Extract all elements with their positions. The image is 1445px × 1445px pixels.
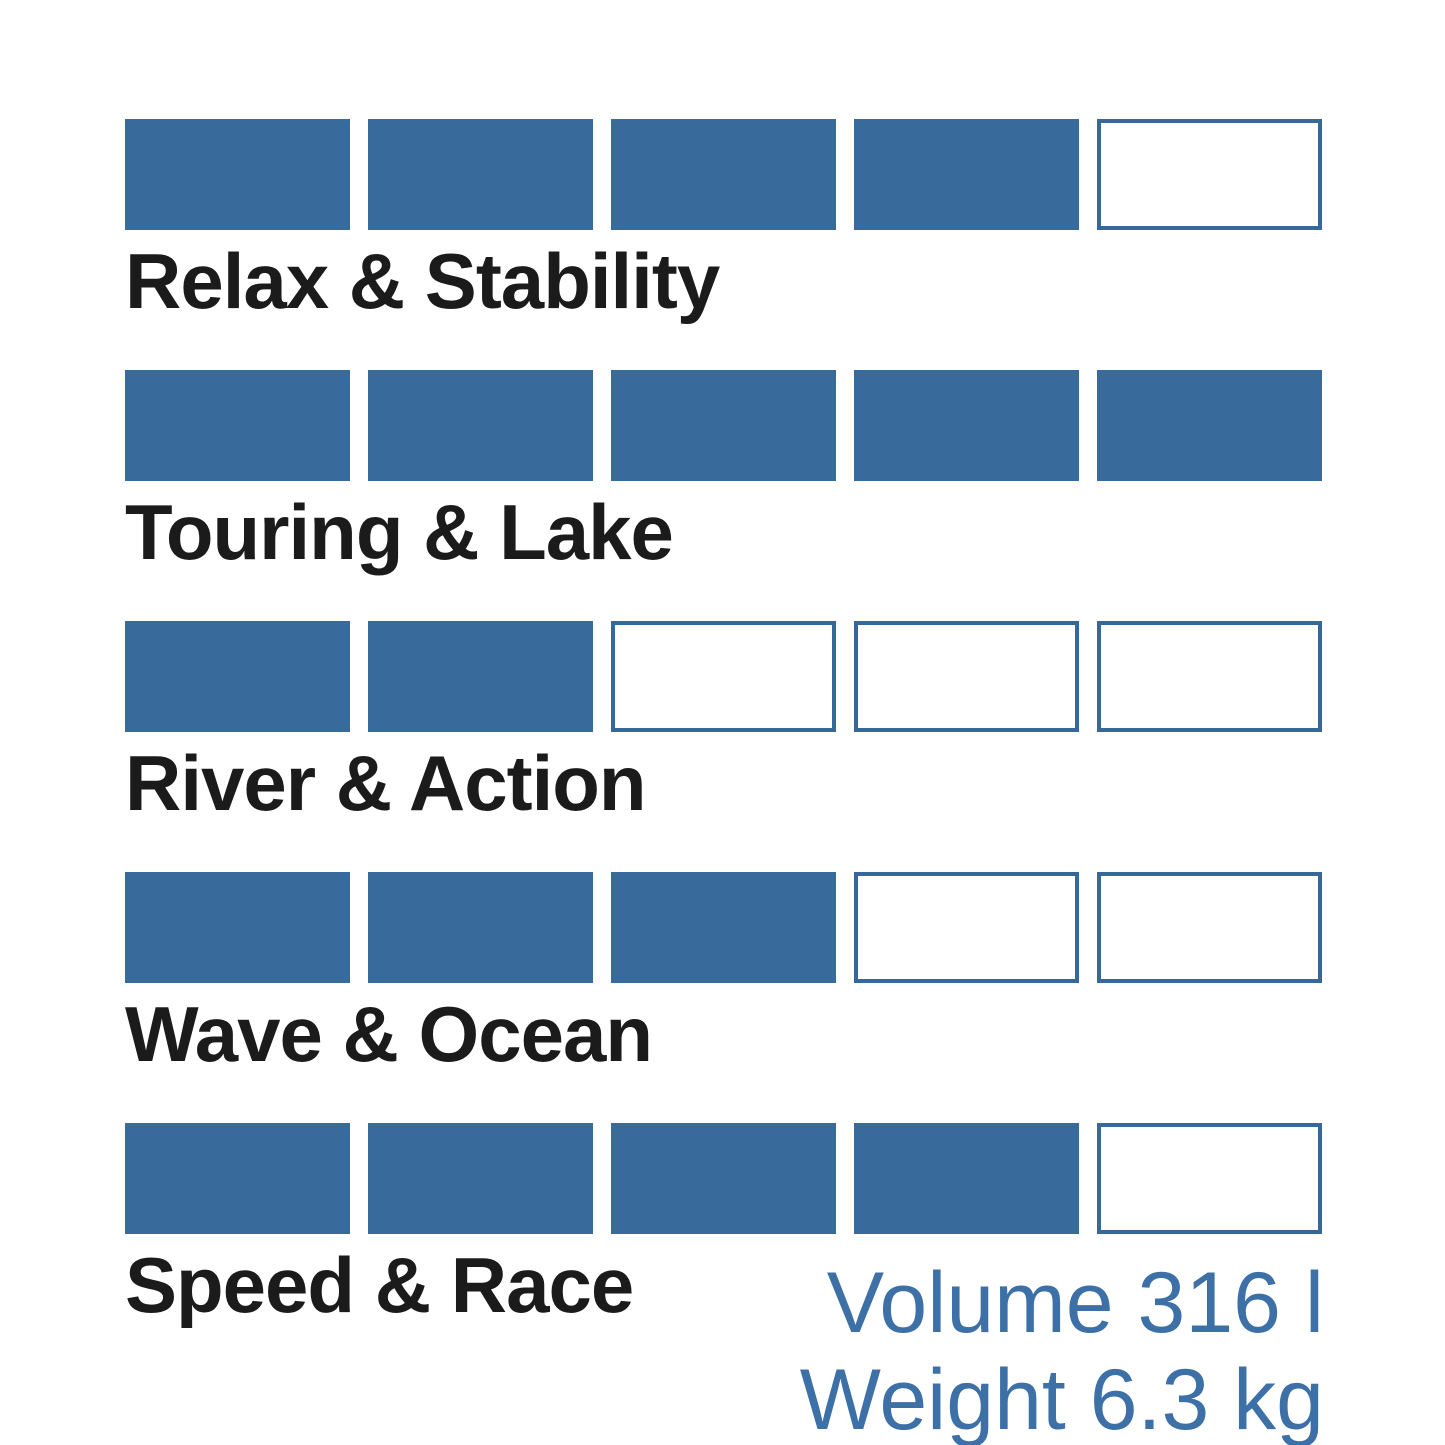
category-row-wave-ocean: Wave & Ocean [125, 872, 1322, 1123]
category-rows: Relax & Stability Touring & Lake River &… [125, 119, 1322, 1374]
rating-block-empty [611, 621, 836, 732]
rating-block-empty [1097, 872, 1322, 983]
rating-block-filled [854, 119, 1079, 230]
category-label: Wave & Ocean [125, 990, 653, 1078]
rating-block-filled [368, 1123, 593, 1234]
category-row-relax-stability: Relax & Stability [125, 119, 1322, 370]
rating-block-empty [1097, 621, 1322, 732]
rating-block-empty [1097, 119, 1322, 230]
rating-blocks [125, 119, 1322, 230]
category-label: River & Action [125, 739, 647, 827]
rating-block-filled [854, 1123, 1079, 1234]
spec-volume: Volume 316 l [826, 1255, 1324, 1351]
rating-block-filled [611, 119, 836, 230]
rating-block-empty [1097, 1123, 1322, 1234]
rating-blocks [125, 621, 1322, 732]
rating-block-filled [611, 1123, 836, 1234]
category-row-speed-race: Speed & Race [125, 1123, 1322, 1374]
category-label: Relax & Stability [125, 237, 720, 325]
rating-block-filled [125, 370, 350, 481]
rating-block-filled [368, 119, 593, 230]
rating-block-filled [1097, 370, 1322, 481]
rating-blocks [125, 370, 1322, 481]
rating-block-filled [368, 872, 593, 983]
rating-block-filled [125, 1123, 350, 1234]
product-specs: Volume 316 l Weight 6.3 kg [800, 1255, 1324, 1445]
rating-blocks [125, 872, 1322, 983]
rating-block-filled [125, 621, 350, 732]
rating-block-filled [125, 872, 350, 983]
rating-block-filled [611, 370, 836, 481]
rating-block-filled [854, 370, 1079, 481]
rating-blocks [125, 1123, 1322, 1234]
rating-block-filled [611, 872, 836, 983]
rating-block-empty [854, 621, 1079, 732]
category-row-river-action: River & Action [125, 621, 1322, 872]
rating-block-filled [368, 370, 593, 481]
rating-block-empty [854, 872, 1079, 983]
rating-block-filled [125, 119, 350, 230]
category-label: Touring & Lake [125, 488, 674, 576]
category-row-touring-lake: Touring & Lake [125, 370, 1322, 621]
category-label: Speed & Race [125, 1241, 634, 1329]
rating-block-filled [368, 621, 593, 732]
spec-weight: Weight 6.3 kg [799, 1352, 1324, 1445]
